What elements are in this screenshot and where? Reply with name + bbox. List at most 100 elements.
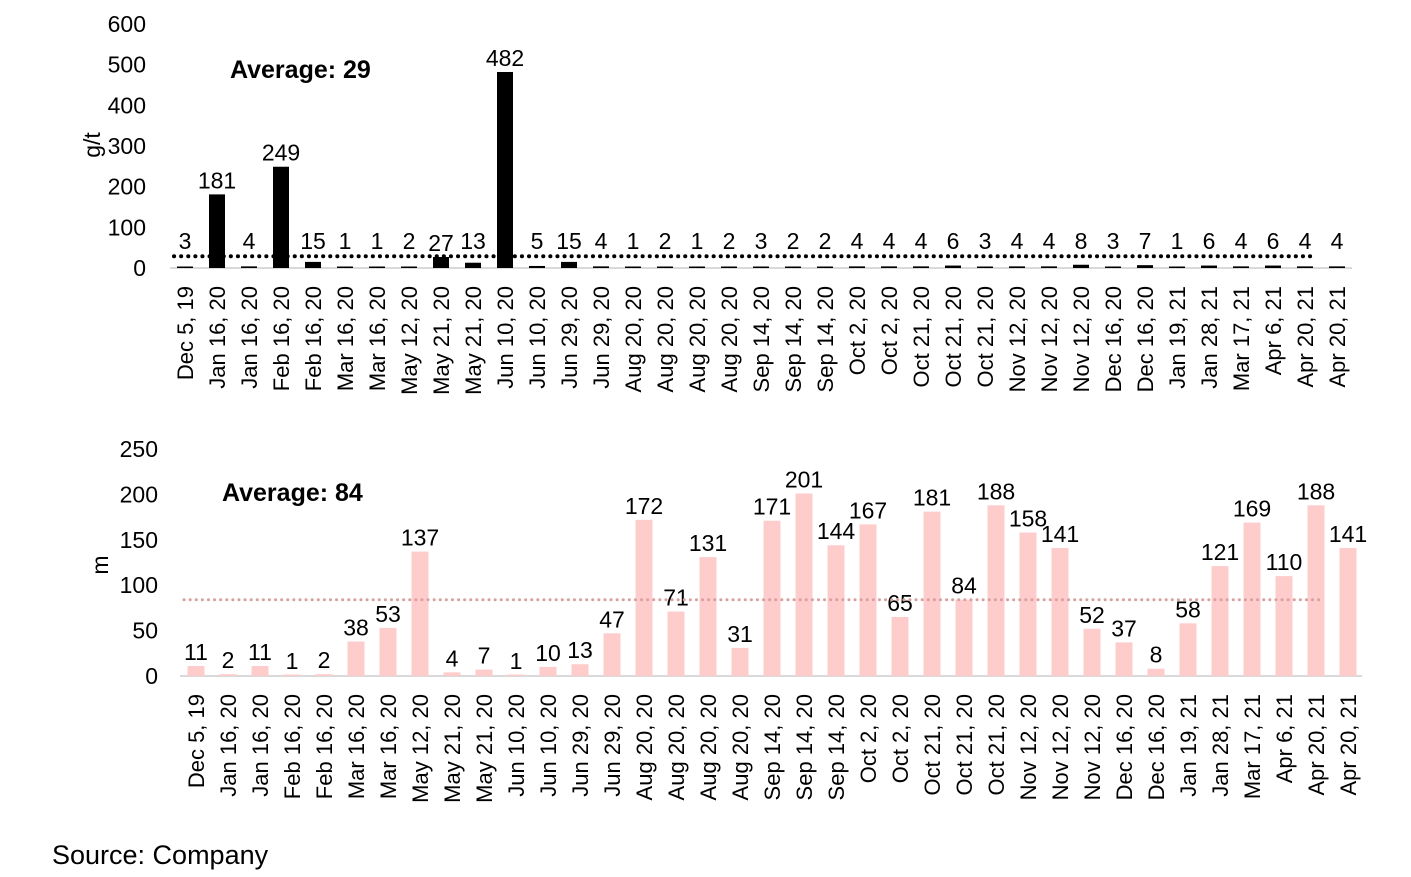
x-tick-label: Dec 16, 20: [1112, 694, 1137, 800]
bar: [1297, 266, 1313, 268]
bar: [561, 261, 577, 268]
bar: [273, 166, 289, 268]
x-tick-label: May 12, 20: [408, 694, 433, 803]
bar: [1019, 532, 1037, 676]
x-tick-label: Feb 16, 20: [269, 286, 294, 391]
data-label: 3: [979, 228, 992, 254]
data-label: 158: [1009, 506, 1047, 532]
data-label: 4: [446, 645, 459, 671]
x-tick-label: Nov 12, 20: [1037, 286, 1062, 392]
data-label: 2: [403, 228, 416, 254]
bar: [1233, 266, 1249, 268]
data-label: 84: [951, 573, 977, 599]
x-tick-label: Jan 16, 20: [237, 286, 262, 389]
x-tick-label: Oct 21, 20: [920, 694, 945, 796]
data-label: 249: [262, 140, 300, 166]
data-label: 188: [977, 478, 1015, 504]
x-tick-label: Apr 20, 21: [1336, 694, 1361, 796]
x-tick-label: Sep 14, 20: [792, 694, 817, 800]
data-label: 8: [1075, 228, 1088, 254]
bar: [977, 266, 993, 268]
data-label: 4: [1331, 228, 1344, 254]
data-label: 6: [1203, 228, 1216, 254]
x-tick-label: Jun 29, 20: [568, 694, 593, 797]
data-label: 4: [1235, 228, 1248, 254]
data-label: 11: [248, 639, 272, 665]
bar: [763, 520, 781, 676]
data-label: 141: [1329, 521, 1367, 547]
x-tick-label: Sep 14, 20: [760, 694, 785, 800]
data-label: 71: [663, 585, 689, 611]
data-label: 31: [727, 621, 753, 647]
bar: [625, 266, 641, 268]
data-label: 15: [300, 228, 326, 254]
bar: [1179, 623, 1197, 676]
bar: [219, 674, 237, 676]
x-tick-label: May 21, 20: [461, 286, 486, 395]
bar: [475, 669, 493, 676]
x-tick-label: Aug 20, 20: [664, 694, 689, 800]
x-tick-label: May 21, 20: [472, 694, 497, 803]
data-label: 4: [1043, 228, 1056, 254]
data-label: 37: [1111, 615, 1137, 641]
bar: [1009, 266, 1025, 268]
bar: [497, 71, 513, 268]
data-label: 7: [1139, 228, 1152, 254]
bar: [1201, 265, 1217, 268]
bar: [945, 265, 961, 268]
bar: [699, 557, 717, 676]
bar: [1041, 266, 1057, 268]
y-axis-label: m: [87, 555, 113, 574]
y-tick-label: 600: [108, 11, 146, 37]
data-label: 15: [556, 228, 582, 254]
x-tick-label: Oct 21, 20: [909, 286, 934, 388]
x-tick-label: Oct 21, 20: [941, 286, 966, 388]
bar: [1137, 265, 1153, 268]
x-tick-label: Oct 2, 20: [845, 286, 870, 375]
y-tick-label: 300: [108, 133, 146, 159]
bar: [539, 666, 557, 676]
data-label: 169: [1233, 496, 1271, 522]
x-tick-label: Jun 10, 20: [536, 694, 561, 797]
bar: [603, 633, 621, 676]
data-label: 7: [478, 643, 491, 669]
data-label: 201: [785, 466, 823, 492]
data-label: 2: [787, 228, 800, 254]
bar: [177, 266, 193, 268]
data-label: 181: [913, 485, 951, 511]
x-tick-label: Mar 17, 21: [1240, 694, 1265, 799]
y-tick-label: 100: [120, 572, 158, 598]
data-label: 2: [723, 228, 736, 254]
bar: [795, 493, 813, 676]
x-tick-label: Jun 29, 20: [557, 286, 582, 389]
data-label: 1: [510, 648, 523, 674]
bar: [347, 641, 365, 676]
x-tick-label: Apr 6, 21: [1272, 694, 1297, 783]
data-label: 137: [401, 525, 439, 551]
x-tick-label: Dec 5, 19: [173, 286, 198, 380]
x-tick-label: Apr 6, 21: [1261, 286, 1286, 375]
bar: [1211, 566, 1229, 676]
x-tick-label: May 21, 20: [440, 694, 465, 803]
bar: [827, 545, 845, 676]
x-tick-label: Mar 16, 20: [344, 694, 369, 799]
bar: [1083, 628, 1101, 676]
bar: [817, 266, 833, 268]
data-label: 2: [318, 647, 331, 673]
bar: [401, 266, 417, 268]
x-tick-label: Mar 16, 20: [376, 694, 401, 799]
x-tick-label: Dec 16, 20: [1133, 286, 1158, 392]
data-label: 1: [627, 228, 640, 254]
bar: [529, 265, 545, 268]
data-label: 110: [1266, 549, 1303, 575]
bar: [305, 261, 321, 268]
y-tick-label: 200: [120, 481, 158, 507]
bar: [923, 511, 941, 676]
bar: [1275, 576, 1293, 676]
y-tick-label: 100: [108, 214, 146, 240]
data-label: 181: [198, 167, 236, 193]
data-label: 1: [371, 228, 384, 254]
x-tick-label: Aug 20, 20: [632, 694, 657, 800]
x-tick-label: Dec 16, 20: [1101, 286, 1126, 392]
